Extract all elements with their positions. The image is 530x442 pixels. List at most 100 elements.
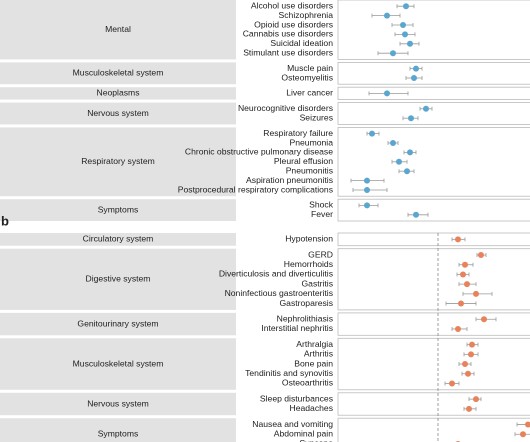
category-label: Pleural effusion — [274, 156, 333, 166]
category-label: Stimulant use disorders — [243, 47, 333, 57]
plot-box — [337, 337, 530, 391]
point — [384, 90, 390, 97]
point — [364, 177, 370, 184]
category-label: Tendinitis and synovitis — [245, 368, 333, 378]
category-label: Suicidal ideation — [270, 38, 333, 48]
category-label: Osteoarthritis — [282, 378, 333, 388]
point — [423, 105, 429, 112]
group-box — [0, 127, 236, 197]
category-label: Muscle pain — [287, 63, 333, 73]
category-label: Shock — [309, 200, 334, 210]
point — [520, 431, 526, 438]
point — [478, 252, 484, 259]
category-label: Nephrolithiasis — [277, 314, 333, 324]
point — [464, 281, 470, 288]
plot-box — [337, 312, 530, 336]
category-label: Aspiration pneumonitis — [246, 175, 333, 185]
category-label: Bone pain — [294, 358, 333, 368]
category-label: Diverticulosis and diverticulitis — [219, 269, 333, 279]
group-label: Circulatory system — [83, 234, 154, 244]
point — [473, 290, 479, 297]
group-box — [0, 62, 236, 85]
group-label: Respiratory system — [81, 156, 155, 166]
group-label: Genitourinary system — [77, 318, 158, 328]
category-label: Abdominal pain — [274, 429, 333, 439]
plot-box — [337, 62, 530, 85]
category-label: Seizures — [300, 112, 333, 122]
point — [455, 236, 461, 243]
category-label: Postprocedural respiratory complications — [178, 184, 333, 194]
category-label: Sleep disturbances — [260, 393, 333, 403]
group-box — [0, 338, 236, 390]
point — [481, 316, 487, 323]
group-box — [0, 418, 236, 442]
point — [455, 325, 461, 332]
point — [408, 115, 414, 122]
category-label: GERD — [308, 249, 333, 259]
point — [390, 140, 396, 146]
point — [396, 158, 402, 165]
category-label: Headaches — [290, 403, 333, 413]
plot-box — [337, 417, 530, 442]
group-label: Nervous system — [87, 108, 149, 118]
point — [413, 211, 419, 218]
category-label: Hemorrhoids — [284, 259, 333, 269]
group-box — [0, 0, 236, 60]
group-box — [0, 199, 236, 221]
point — [468, 351, 474, 358]
category-label: Neurocognitive disorders — [238, 103, 333, 113]
point — [402, 31, 408, 38]
point — [411, 75, 417, 81]
category-label: Cannabis use disorders — [243, 29, 333, 39]
group-label: Neoplasms — [97, 88, 140, 98]
category-label: Hypotension — [285, 234, 333, 244]
category-label: Gastroparesis — [280, 298, 334, 308]
group-box — [0, 392, 236, 416]
point — [469, 341, 475, 348]
point — [384, 12, 390, 19]
category-label: Syncope — [300, 438, 334, 442]
plot-box — [337, 127, 530, 197]
point — [403, 3, 409, 10]
group-label: Symptoms — [98, 204, 139, 214]
point — [449, 380, 455, 387]
plot-box — [337, 248, 530, 311]
plot-box — [337, 392, 530, 416]
plot-box — [337, 102, 530, 125]
point — [390, 50, 396, 57]
category-label: Nausea and vomiting — [252, 419, 333, 429]
point — [407, 40, 413, 47]
point — [364, 202, 370, 209]
category-label: Noninfectious gastroenteritis — [225, 288, 333, 298]
category-label: Opioid use disorders — [254, 19, 333, 29]
group-label: Mental — [105, 24, 131, 34]
plot-box — [337, 232, 530, 247]
category-label: Schizophrenia — [279, 10, 334, 20]
category-label: Arthritis — [304, 349, 333, 359]
group-box — [0, 87, 236, 100]
group-label: Digestive system — [86, 274, 151, 284]
category-label: Interstitial nephritis — [261, 323, 333, 333]
plot-box — [337, 0, 530, 60]
group-box — [0, 233, 236, 246]
category-label: Pneumonitis — [286, 165, 333, 175]
category-label: Chronic obstructive pulmonary disease — [185, 147, 333, 157]
group-box — [0, 248, 236, 310]
point — [407, 149, 413, 156]
category-label: Osteomyelitis — [281, 72, 333, 82]
group-label: Musculoskeletal system — [73, 358, 164, 368]
category-label: Respiratory failure — [263, 128, 333, 138]
point — [473, 396, 479, 403]
category-label: Gastritis — [301, 278, 333, 288]
category-label: Pneumonia — [290, 137, 334, 147]
point — [369, 130, 375, 137]
category-label: Fever — [311, 209, 333, 219]
category-label: Arthralgia — [296, 339, 333, 349]
point — [400, 22, 406, 28]
point — [364, 187, 370, 193]
point — [458, 300, 464, 307]
point — [413, 65, 419, 72]
group-label: Musculoskeletal system — [73, 68, 164, 78]
point — [404, 168, 410, 175]
